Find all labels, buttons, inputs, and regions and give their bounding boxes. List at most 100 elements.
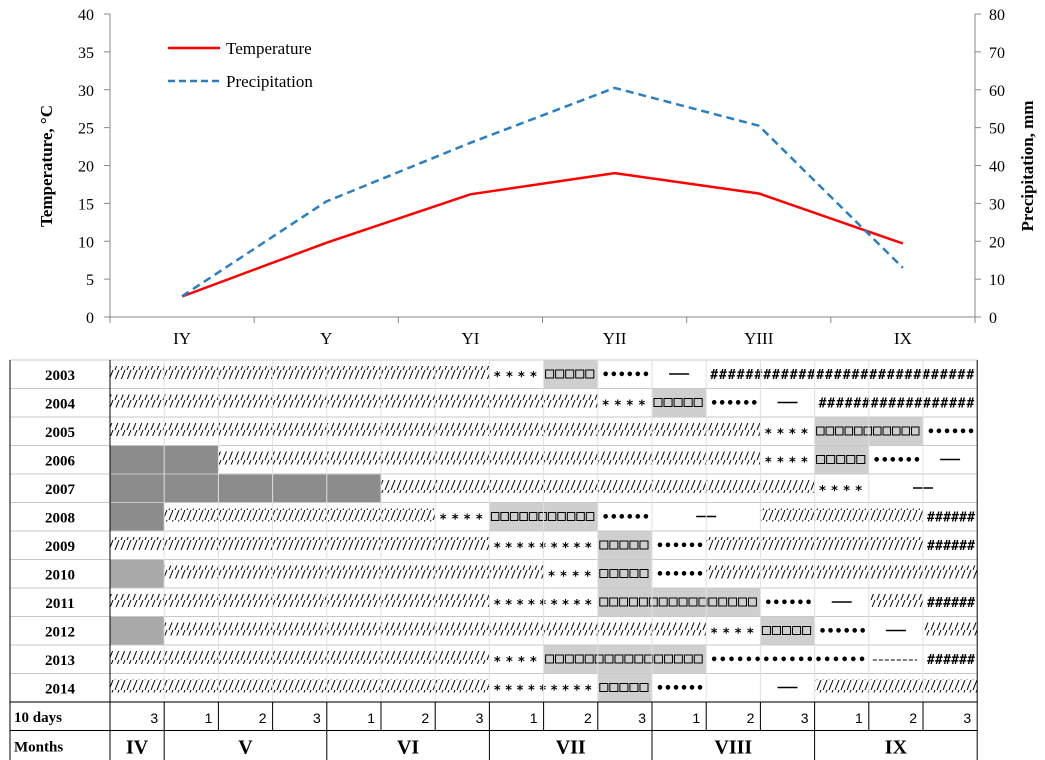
svg-text:#: # <box>913 368 921 383</box>
year-label: 2012 <box>45 625 75 641</box>
months-label: Months <box>14 740 63 756</box>
svg-text:*: * <box>562 684 570 699</box>
svg-text:#: # <box>710 368 718 383</box>
svg-text:*: * <box>572 570 580 585</box>
phase-boxes <box>597 559 652 588</box>
phase-boxes <box>543 360 598 389</box>
svg-text:#: # <box>935 596 943 611</box>
phase-dots: • • • • • • <box>656 568 704 583</box>
svg-text:#: # <box>781 368 789 383</box>
svg-text:•: • <box>680 682 688 697</box>
phase-dots: • • • • • • • • • • • • • • • • • • <box>710 653 866 668</box>
svg-text:•: • <box>905 454 913 469</box>
svg-text:*: * <box>550 541 558 556</box>
svg-text:•: • <box>754 653 762 668</box>
svg-text:#: # <box>772 368 780 383</box>
climate-line-chart: 0 5 10 15 20 25 30 35 40 0 10 20 30 40 50 60 70 80 IY Y YI… <box>37 7 1037 348</box>
svg-text:•: • <box>680 539 688 554</box>
series-group <box>181 86 904 298</box>
svg-text:*: * <box>789 456 797 471</box>
svg-text:•: • <box>642 368 650 383</box>
svg-text:•: • <box>626 368 634 383</box>
svg-text:#: # <box>869 368 877 383</box>
svg-text:#: # <box>754 368 762 383</box>
svg-text:*: * <box>602 399 610 414</box>
svg-text:•: • <box>873 454 881 469</box>
svg-text:•: • <box>696 568 704 583</box>
ten-day-number: 1 <box>205 710 213 726</box>
svg-text:•: • <box>897 454 905 469</box>
year-label: 2004 <box>45 397 76 413</box>
svg-text:•: • <box>728 653 736 668</box>
svg-text:#: # <box>943 511 951 526</box>
svg-text:#: # <box>719 368 727 383</box>
svg-text:*: * <box>516 541 524 556</box>
svg-text:*: * <box>539 598 547 613</box>
svg-text:•: • <box>618 511 626 526</box>
left-y-tick-label: 30 <box>78 83 94 100</box>
svg-text:•: • <box>656 568 664 583</box>
svg-text:#: # <box>932 397 940 412</box>
phase-hatch <box>110 594 490 607</box>
svg-text:*: * <box>505 541 513 556</box>
svg-text:#: # <box>871 397 879 412</box>
phase-boxes <box>597 588 761 617</box>
svg-text:#: # <box>949 397 957 412</box>
svg-text:•: • <box>680 568 688 583</box>
svg-text:*: * <box>573 541 581 556</box>
svg-text:•: • <box>827 625 835 640</box>
svg-text:#: # <box>967 653 975 668</box>
ten-day-number: 1 <box>367 710 375 726</box>
svg-text:•: • <box>602 368 610 383</box>
series-line-temperature <box>181 171 904 298</box>
svg-text:•: • <box>913 454 921 469</box>
svg-text:*: * <box>516 598 524 613</box>
svg-text:•: • <box>719 653 727 668</box>
svg-text:•: • <box>764 596 772 611</box>
svg-text:•: • <box>626 511 634 526</box>
svg-text:*: * <box>530 655 538 670</box>
phase-hatch <box>814 679 978 693</box>
month-label: IV <box>126 737 149 759</box>
svg-text:*: * <box>528 598 536 613</box>
svg-text:*: * <box>819 484 827 499</box>
svg-text:#: # <box>927 539 935 554</box>
phase-gray <box>110 502 165 531</box>
svg-text:#: # <box>853 397 861 412</box>
svg-text:•: • <box>634 368 642 383</box>
svg-text:•: • <box>672 539 680 554</box>
svg-text:•: • <box>610 511 618 526</box>
phase-stars: * * * * <box>819 484 863 499</box>
svg-text:*: * <box>560 570 568 585</box>
svg-text:*: * <box>493 541 501 556</box>
svg-text:*: * <box>562 541 570 556</box>
svg-text:•: • <box>772 596 780 611</box>
svg-text:#: # <box>862 397 870 412</box>
phase-gray <box>110 474 381 503</box>
phase-boxes <box>652 388 707 417</box>
svg-text:#: # <box>959 653 967 668</box>
svg-text:#: # <box>927 596 935 611</box>
left-y-tick-label: 15 <box>78 196 94 213</box>
svg-text:•: • <box>726 397 734 412</box>
svg-text:#: # <box>763 368 771 383</box>
phase-gray <box>110 445 219 474</box>
svg-text:*: * <box>528 541 536 556</box>
svg-text:*: * <box>505 370 513 385</box>
phase-stars: * * * * <box>548 570 592 585</box>
svg-text:#: # <box>940 368 948 383</box>
svg-text:•: • <box>602 511 610 526</box>
svg-text:*: * <box>764 456 772 471</box>
svg-text:*: * <box>548 570 556 585</box>
svg-text:*: * <box>710 627 718 642</box>
phase-dots: • • • • • • <box>602 511 650 526</box>
phase-hatch <box>164 622 707 636</box>
svg-text:#: # <box>827 397 835 412</box>
svg-text:#: # <box>943 596 951 611</box>
svg-text:#: # <box>959 511 967 526</box>
svg-text:•: • <box>745 653 753 668</box>
phase-stars: * * * * <box>439 513 483 528</box>
svg-text:•: • <box>780 596 788 611</box>
phase-hash: # # # # # # <box>927 539 975 554</box>
phase-hash: # # # # # # <box>927 511 975 526</box>
